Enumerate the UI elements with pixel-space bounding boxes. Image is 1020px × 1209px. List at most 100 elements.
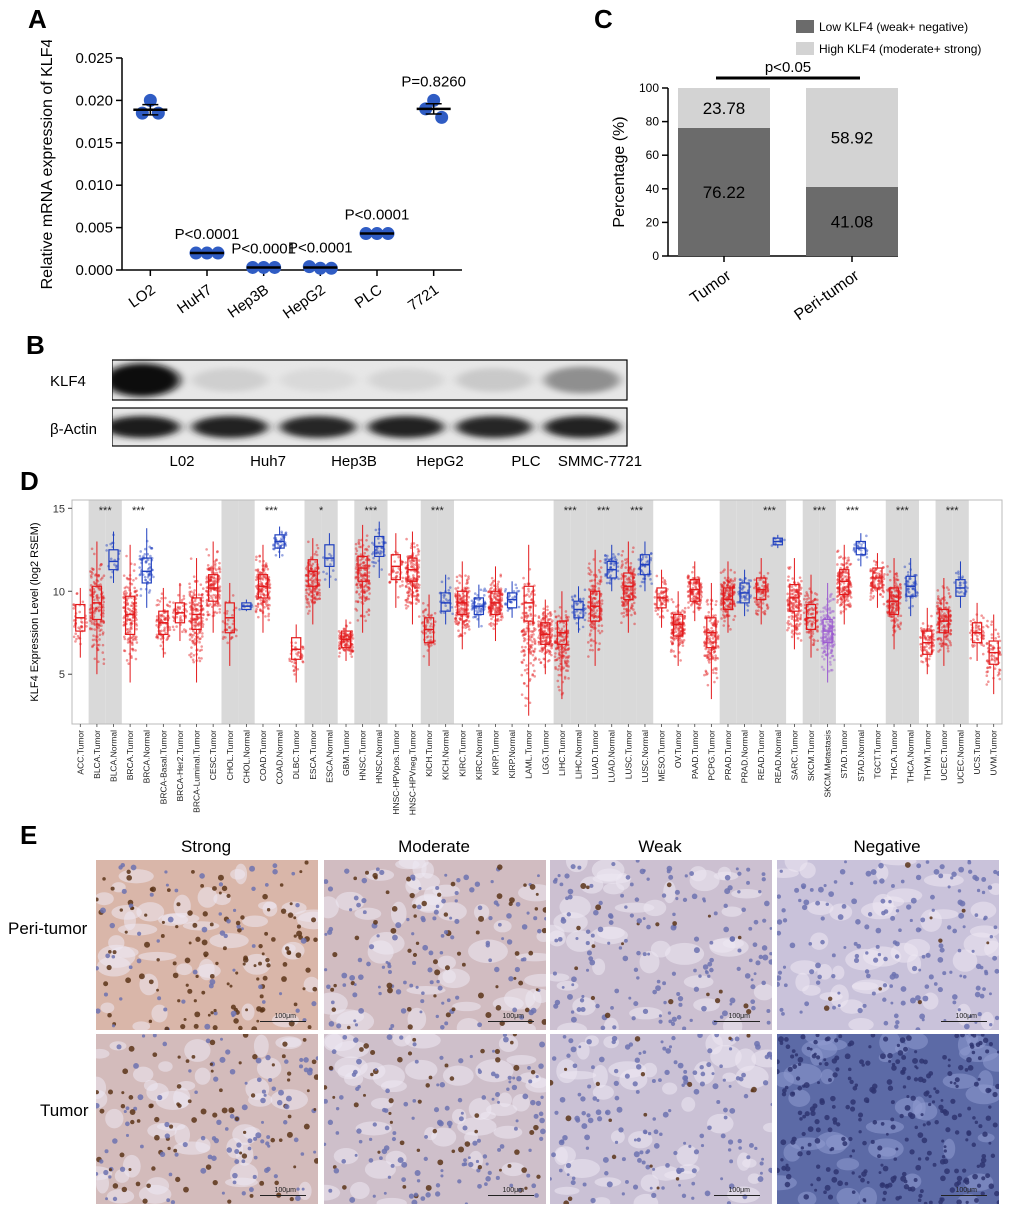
jitter-point	[166, 635, 170, 639]
jitter-point	[262, 593, 265, 596]
jitter-point	[548, 611, 552, 615]
jitter-point	[102, 620, 105, 623]
x-tick-label: COAD.Normal	[275, 730, 285, 784]
jitter-point	[364, 596, 368, 600]
jitter-point	[97, 574, 100, 578]
jitter-point	[341, 640, 345, 643]
jitter-point	[92, 580, 96, 584]
jitter-point	[304, 597, 308, 600]
jitter-point	[125, 585, 128, 589]
jitter-point	[813, 592, 817, 595]
jitter-point	[405, 606, 408, 610]
jitter-point	[254, 585, 258, 588]
jitter-point	[209, 584, 213, 588]
shade-column	[935, 500, 953, 724]
jitter-point	[559, 639, 563, 642]
jitter-point	[707, 650, 711, 654]
shade-column	[603, 500, 621, 724]
jitter-point	[89, 570, 92, 573]
jitter-point	[143, 547, 147, 551]
jitter-point	[94, 606, 98, 610]
jitter-point	[542, 614, 546, 617]
jitter-point	[263, 605, 266, 609]
jitter-point	[488, 622, 491, 626]
jitter-point	[406, 596, 410, 600]
jitter-point	[745, 597, 749, 601]
jitter-point	[463, 631, 467, 635]
jitter-point	[182, 628, 186, 631]
jitter-point	[122, 606, 126, 609]
jitter-point	[315, 593, 319, 597]
jitter-point	[799, 639, 803, 642]
x-tick-label: HepG2	[280, 281, 329, 322]
jitter-point	[88, 611, 92, 614]
jitter-point	[130, 656, 133, 660]
jitter-point	[135, 635, 138, 639]
jitter-point	[487, 606, 491, 610]
jitter-point	[98, 624, 101, 628]
jitter-point	[451, 612, 454, 616]
jitter-point	[798, 617, 802, 620]
jitter-point	[417, 559, 421, 562]
jitter-point	[522, 637, 526, 640]
jitter-point	[159, 618, 163, 622]
jitter-point	[134, 589, 137, 593]
jitter-point	[192, 618, 195, 621]
jitter-point	[267, 612, 271, 616]
jitter-point	[672, 650, 675, 653]
jitter-point	[545, 636, 549, 639]
jitter-point	[94, 574, 97, 577]
jitter-point	[799, 604, 803, 607]
jitter-point	[457, 635, 461, 638]
jitter-point	[533, 669, 536, 673]
jitter-point	[388, 573, 391, 576]
jitter-point	[351, 633, 354, 636]
jitter-point	[192, 608, 195, 612]
jitter-point	[828, 660, 832, 664]
jitter-point	[367, 581, 371, 584]
y-axis-label: KLF4 Expression Level (log2 RSEM)	[29, 522, 41, 701]
jitter-point	[831, 598, 835, 601]
jitter-point	[811, 620, 815, 624]
jitter-point	[338, 651, 342, 655]
jitter-point	[832, 658, 836, 662]
jitter-point	[500, 593, 504, 597]
jitter-point	[254, 578, 258, 582]
jitter-point	[259, 609, 263, 613]
jitter-point	[231, 629, 235, 633]
jitter-point	[265, 598, 268, 602]
jitter-point	[147, 566, 151, 570]
jitter-point	[659, 600, 663, 604]
jitter-point	[598, 580, 602, 584]
jitter-point	[133, 590, 137, 593]
jitter-point	[522, 654, 526, 657]
jitter-point	[128, 608, 131, 611]
jitter-point	[411, 563, 415, 566]
jitter-point	[704, 670, 708, 674]
jitter-point	[89, 627, 92, 631]
significance-marker: ***	[763, 505, 777, 517]
y-tick-label: 80	[646, 115, 660, 129]
jitter-point	[554, 666, 557, 669]
jitter-point	[645, 555, 648, 559]
jitter-point	[102, 612, 105, 615]
jitter-point	[465, 586, 468, 589]
jitter-point	[828, 606, 832, 610]
jitter-point	[597, 647, 601, 651]
jitter-point	[125, 611, 129, 614]
jitter-point	[338, 647, 342, 650]
jitter-point	[92, 590, 96, 594]
jitter-point	[194, 621, 198, 624]
jitter-point	[77, 626, 80, 629]
jitter-point	[313, 552, 317, 556]
jitter-point	[190, 590, 193, 593]
jitter-point	[172, 628, 176, 632]
jitter-point	[415, 544, 419, 547]
jitter-point	[377, 541, 381, 545]
jitter-point	[624, 594, 628, 598]
jitter-point	[148, 562, 151, 566]
jitter-point	[840, 603, 843, 606]
jitter-point	[398, 585, 402, 588]
jitter-point	[97, 626, 100, 630]
jitter-point	[462, 607, 466, 611]
